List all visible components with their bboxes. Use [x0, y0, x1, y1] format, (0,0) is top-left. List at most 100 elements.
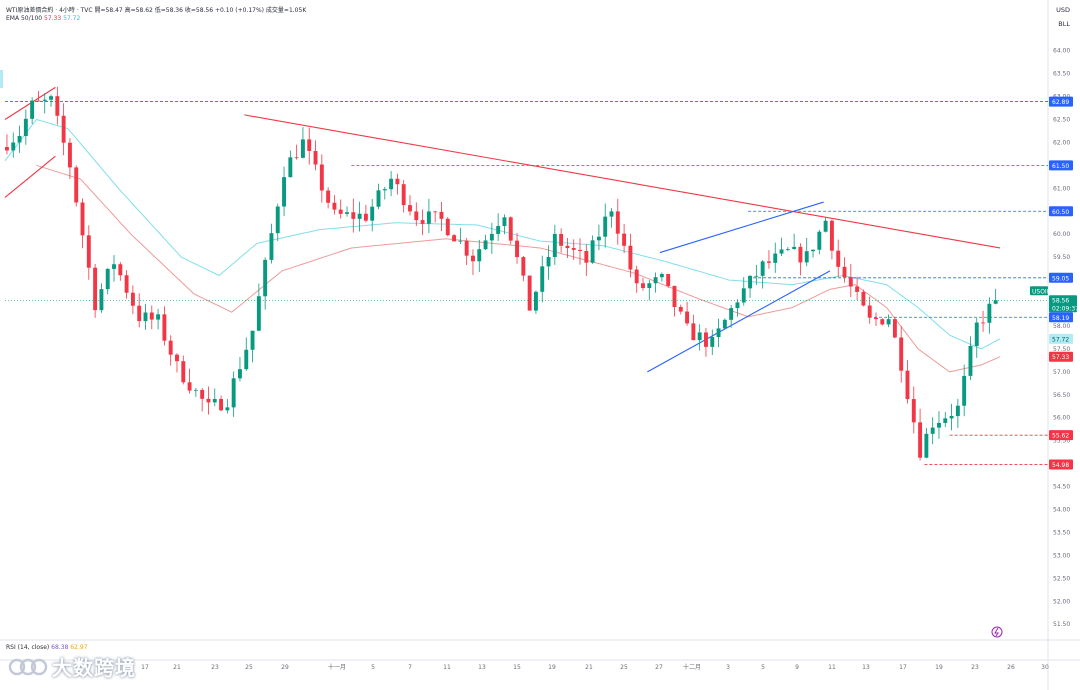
level-price-tag — [1049, 272, 1073, 283]
candle-body — [219, 398, 224, 411]
ema50-price-label: 57.33 — [1052, 354, 1069, 361]
candle-body — [968, 345, 973, 376]
level-price-tag — [1049, 206, 1073, 217]
level-price-tag — [1049, 160, 1073, 171]
ema50-value: 57.33 — [44, 15, 62, 22]
candle-body — [130, 292, 135, 306]
candle-body — [521, 257, 526, 276]
candle-body — [137, 305, 142, 322]
rsi-legend[interactable]: RSI (14, close) 68.38 62.97 — [6, 644, 87, 651]
candle-body — [156, 314, 161, 320]
candle-body — [937, 422, 941, 428]
candle-body — [867, 305, 872, 318]
candle-body — [924, 433, 929, 458]
candle-body — [319, 164, 324, 191]
alert-icon-ring — [991, 626, 1003, 638]
ema50-price-tag — [1049, 351, 1073, 362]
candle-body — [36, 100, 41, 102]
candle-body — [949, 415, 954, 419]
candle-body — [23, 118, 28, 136]
candle-body — [653, 277, 658, 284]
candle-body — [546, 257, 551, 267]
trend-line — [659, 201, 824, 254]
candle-body — [471, 255, 475, 262]
candle-body — [389, 178, 394, 190]
level-price-label: 58.19 — [1052, 315, 1069, 322]
ema100-price-label: 57.72 — [1052, 336, 1069, 343]
ema100-value: 57.72 — [63, 15, 81, 22]
candle-body — [804, 251, 809, 263]
candle-body — [175, 354, 179, 362]
candle-body — [905, 370, 910, 400]
x-tick-label: 17 — [141, 664, 149, 671]
y-tick-label: 61.00 — [1053, 185, 1070, 192]
candle-body — [779, 249, 784, 254]
candle-body — [212, 398, 217, 403]
candle-body — [584, 250, 589, 263]
current-price-label: 02:09:37 — [1052, 305, 1079, 312]
candle-body — [5, 147, 9, 151]
candle-body — [527, 275, 532, 311]
candle-body — [80, 202, 85, 236]
candle-body — [181, 361, 186, 383]
x-tick-label: 13 — [862, 664, 870, 671]
x-tick-label: 11 — [828, 664, 836, 671]
candle-body — [124, 275, 129, 293]
candle-body — [861, 291, 866, 306]
candle-body — [628, 245, 633, 270]
candle-body — [238, 369, 242, 379]
candle-body — [974, 322, 979, 346]
candle-body — [892, 319, 897, 338]
candle-body — [748, 275, 753, 289]
symbol-line[interactable]: WTI原油差價合約 · 4小時 · TVC — [6, 7, 93, 14]
candle-body — [615, 211, 620, 234]
candle-body — [540, 266, 545, 292]
x-tick-label: 3 — [726, 664, 730, 671]
candle-body — [206, 398, 211, 403]
candle-body — [565, 245, 570, 249]
candle-body — [307, 139, 312, 151]
candle-body — [603, 216, 608, 237]
x-tick-label: 19 — [548, 664, 556, 671]
candle-body — [911, 399, 916, 423]
candle-body — [483, 240, 488, 250]
candle-body — [193, 389, 198, 391]
candle-body — [269, 233, 274, 260]
level-price-tag — [1049, 312, 1073, 323]
x-tick-label: 13 — [478, 664, 486, 671]
candle-body — [231, 378, 236, 408]
level-price-label: 62.89 — [1052, 99, 1069, 106]
x-tick-label: 23 — [211, 664, 219, 671]
candle-body — [672, 285, 677, 307]
ema-legend[interactable]: EMA 50/100 57.33 57.72 — [6, 15, 80, 22]
symbol-tag-label: USOIL — [1032, 288, 1051, 295]
y-tick-label: 52.50 — [1053, 575, 1070, 582]
ema50-line — [4, 118, 1001, 350]
ohlc-values: 開=58.47 高=58.62 低=58.36 收=58.56 +0.10 (+… — [94, 7, 307, 14]
candle-body — [829, 220, 834, 251]
candle-body — [609, 211, 614, 217]
x-tick-label: 7 — [408, 664, 412, 671]
candle-body — [86, 235, 91, 268]
candle-body — [99, 289, 104, 311]
candle-body — [426, 211, 431, 224]
level-price-label: 61.50 — [1052, 163, 1069, 170]
candle-body — [823, 220, 828, 232]
candle-body — [263, 259, 268, 297]
candle-body — [433, 211, 438, 213]
x-tick-label: 11 — [443, 664, 451, 671]
candle-body — [697, 332, 702, 341]
candle-body — [754, 275, 759, 277]
candle-body — [590, 240, 595, 263]
x-tick-label: 9 — [795, 664, 799, 671]
trend-line — [4, 155, 56, 198]
candle-body — [817, 231, 822, 250]
candle-body — [143, 312, 148, 322]
candle-body — [722, 319, 727, 329]
trend-line — [244, 114, 1001, 249]
candle-body — [351, 212, 356, 219]
current-price-label: 58.56 — [1052, 297, 1069, 304]
unit-label: BLL — [1058, 20, 1070, 28]
x-tick-label: 5 — [371, 664, 375, 671]
